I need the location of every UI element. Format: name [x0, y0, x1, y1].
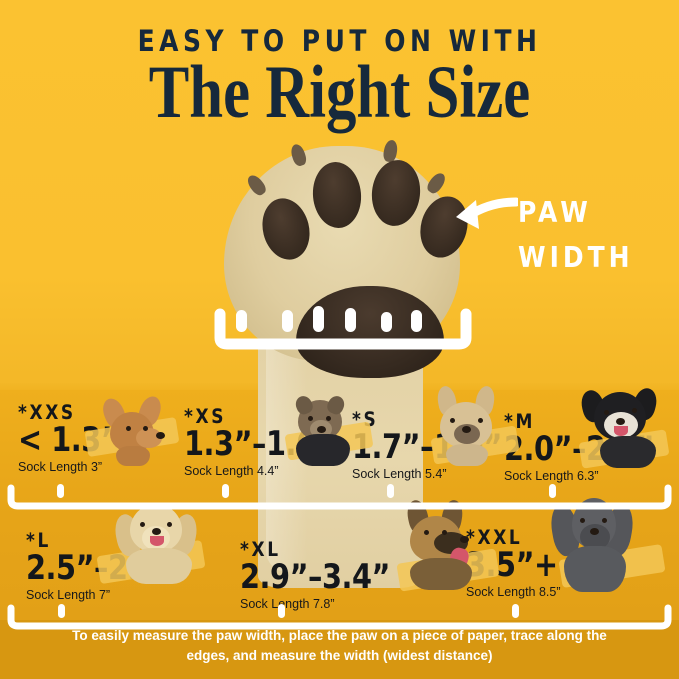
paw-toe-pad: [310, 160, 364, 230]
kicker-text: EASY TO PUT ON WITH: [137, 23, 542, 58]
dog-photo-golden-retriever: [110, 500, 216, 584]
sock-length: Sock Length 4.4”: [184, 464, 279, 478]
sock-length: Sock Length 3”: [18, 460, 103, 474]
size-range: 2.9”–3.4”: [240, 557, 390, 597]
size-code: *XXS: [18, 401, 76, 425]
background-caption-band: [0, 620, 679, 679]
paw-toe-pad: [368, 157, 424, 229]
paw-toe-pad: [256, 193, 316, 265]
size-entry-xxs: *XXS < 1.3” Sock Length 3”: [18, 401, 123, 474]
dog-photo-german-shepherd: [394, 498, 498, 590]
sock-length: Sock Length 8.5”: [466, 585, 561, 599]
size-code: *XS: [184, 405, 227, 429]
size-code: *XXL: [466, 526, 523, 550]
size-code: *XL: [240, 538, 281, 562]
paw-claw: [244, 172, 269, 198]
sock-length: Sock Length 5.4”: [352, 467, 447, 481]
paw-width-line1: PAW: [518, 195, 592, 230]
size-code: *L: [26, 529, 51, 553]
dog-photo-bernese-mountain-dog: [578, 382, 674, 468]
paw-claw: [288, 142, 309, 168]
paw-width-callout: PAW WIDTH: [518, 190, 673, 280]
size-entry-xl: *XL 2.9”–3.4” Sock Length 7.8”: [240, 538, 396, 611]
left-arrow-icon: [446, 196, 521, 240]
dog-photo-yorkshire-terrier: [288, 393, 366, 466]
ruler-divider-upper: [0, 482, 679, 512]
sock-length: Sock Length 6.3”: [504, 469, 599, 483]
dog-photo-french-bulldog: [430, 384, 510, 466]
paw-width-line2: WIDTH: [518, 240, 634, 274]
paw-metacarpal-pad: [296, 286, 444, 378]
footer-caption: To easily measure the paw width, place t…: [72, 628, 607, 663]
paw-claw: [424, 170, 449, 196]
sock-length: Sock Length 7”: [26, 588, 111, 602]
ruler-divider-lower: [0, 602, 679, 632]
size-entry-xxl: *XXL 3.5”+ Sock Length 8.5”: [466, 526, 562, 599]
paw-width-bracket: [214, 304, 472, 350]
page-title: The Right Size: [148, 51, 531, 135]
sock-length: Sock Length 7.8”: [240, 597, 335, 611]
dog-photo-chihuahua: [96, 393, 174, 466]
